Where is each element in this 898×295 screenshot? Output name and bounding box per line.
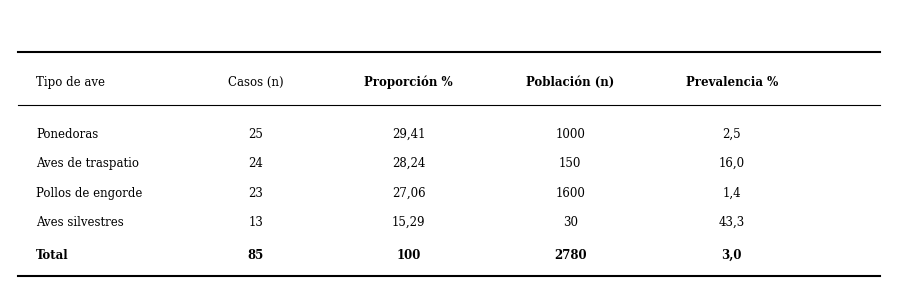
Text: Prevalencia %: Prevalencia % <box>686 76 778 89</box>
Text: Población (n): Población (n) <box>526 76 614 89</box>
Text: 25: 25 <box>249 128 263 141</box>
Text: Proporción %: Proporción % <box>365 76 453 89</box>
Text: 27,06: 27,06 <box>392 187 426 200</box>
Text: 16,0: 16,0 <box>718 157 745 170</box>
Text: 43,3: 43,3 <box>718 216 745 229</box>
Text: 100: 100 <box>396 249 421 262</box>
Text: 150: 150 <box>559 157 581 170</box>
Text: Ponedoras: Ponedoras <box>36 128 98 141</box>
Text: 1,4: 1,4 <box>723 187 741 200</box>
Text: 13: 13 <box>249 216 263 229</box>
Text: 2,5: 2,5 <box>723 128 741 141</box>
Text: 15,29: 15,29 <box>392 216 426 229</box>
Text: Aves de traspatio: Aves de traspatio <box>36 157 139 170</box>
Text: 24: 24 <box>249 157 263 170</box>
Text: Casos (n): Casos (n) <box>228 76 284 89</box>
Text: 30: 30 <box>563 216 577 229</box>
Text: Pollos de engorde: Pollos de engorde <box>36 187 142 200</box>
Text: 29,41: 29,41 <box>392 128 426 141</box>
Text: 85: 85 <box>248 249 264 262</box>
Text: 28,24: 28,24 <box>392 157 426 170</box>
Text: 23: 23 <box>249 187 263 200</box>
Text: Aves silvestres: Aves silvestres <box>36 216 124 229</box>
Text: 1600: 1600 <box>555 187 585 200</box>
Text: Total: Total <box>36 249 68 262</box>
Text: 2780: 2780 <box>554 249 586 262</box>
Text: 1000: 1000 <box>555 128 585 141</box>
Text: 3,0: 3,0 <box>722 249 742 262</box>
Text: Tipo de ave: Tipo de ave <box>36 76 105 89</box>
